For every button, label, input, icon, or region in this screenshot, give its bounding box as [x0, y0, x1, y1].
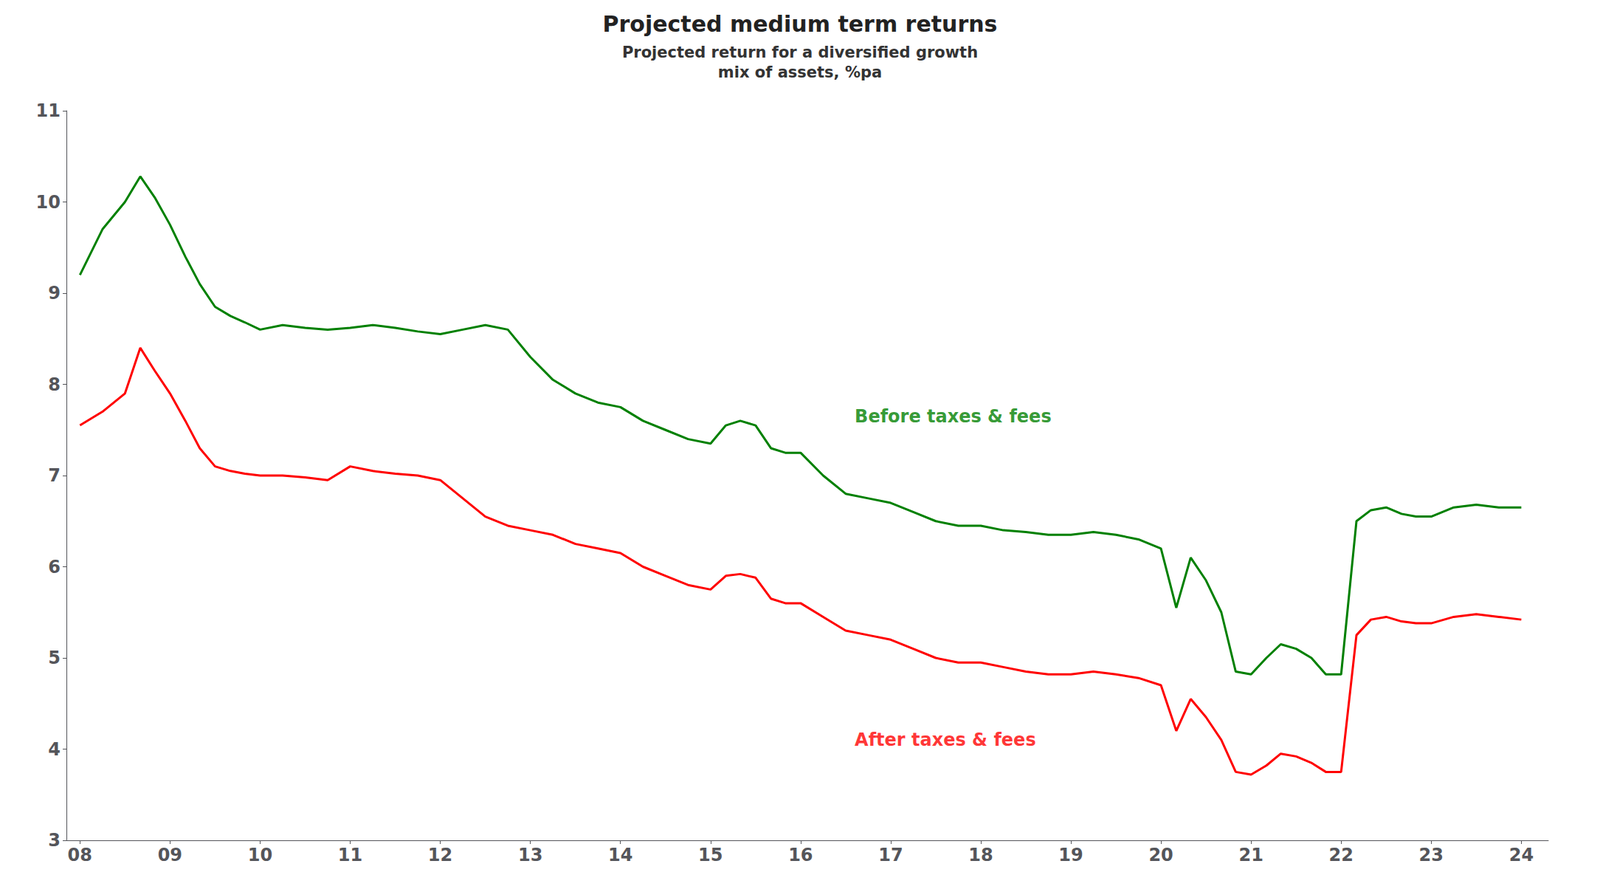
svg-text:09: 09	[157, 844, 183, 865]
svg-text:20: 20	[1148, 844, 1173, 865]
svg-text:16: 16	[788, 844, 813, 865]
svg-text:08: 08	[67, 844, 93, 865]
svg-text:4: 4	[47, 738, 61, 760]
svg-text:Before taxes & fees: Before taxes & fees	[854, 405, 1052, 427]
svg-text:5: 5	[47, 647, 61, 668]
svg-text:24: 24	[1509, 844, 1534, 865]
svg-text:17: 17	[878, 844, 903, 865]
svg-text:18: 18	[968, 844, 993, 865]
svg-text:14: 14	[608, 844, 633, 865]
svg-text:Projected return for a diversi: Projected return for a diversified growt…	[622, 43, 978, 62]
svg-text:8: 8	[47, 374, 61, 395]
svg-text:After taxes & fees: After taxes & fees	[854, 729, 1037, 750]
svg-text:15: 15	[698, 844, 723, 865]
svg-text:Projected medium term returns: Projected medium term returns	[602, 11, 998, 37]
svg-text:9: 9	[47, 282, 61, 304]
svg-text:21: 21	[1238, 844, 1263, 865]
svg-text:3: 3	[47, 829, 61, 851]
svg-text:23: 23	[1419, 844, 1444, 865]
svg-text:mix of assets, %pa: mix of assets, %pa	[718, 63, 882, 82]
svg-text:7: 7	[47, 464, 61, 486]
svg-text:6: 6	[47, 556, 61, 578]
svg-text:22: 22	[1329, 844, 1354, 865]
svg-text:11: 11	[338, 844, 363, 865]
svg-text:10: 10	[247, 844, 273, 865]
svg-text:12: 12	[428, 844, 453, 865]
svg-text:11: 11	[36, 100, 61, 122]
svg-text:10: 10	[36, 191, 61, 213]
svg-text:19: 19	[1058, 844, 1083, 865]
svg-text:13: 13	[518, 844, 543, 865]
